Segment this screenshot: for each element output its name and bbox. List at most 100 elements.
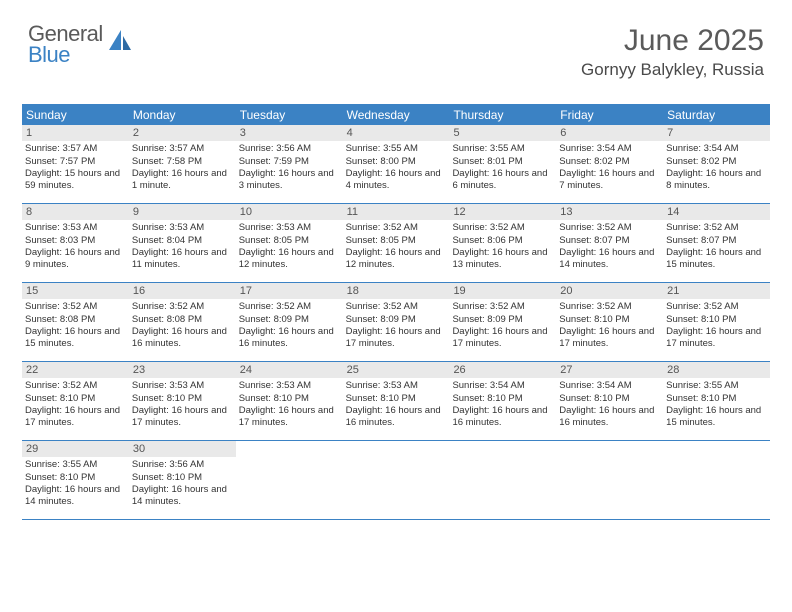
day-number: 20 bbox=[556, 283, 663, 299]
day-cell: 18 Sunrise: 3:52 AMSunset: 8:09 PMDayligh… bbox=[343, 283, 450, 361]
sunset-line: Sunset: 8:09 PM bbox=[343, 314, 450, 326]
sunrise-line: Sunrise: 3:52 AM bbox=[556, 301, 663, 313]
day-number: 18 bbox=[343, 283, 450, 299]
daylight-line: Daylight: 16 hours and 14 minutes. bbox=[556, 247, 663, 272]
day-cell: 30Sunrise: 3:56 AMSunset: 8:10 PMDayligh… bbox=[129, 441, 236, 519]
sunrise-line: Sunrise: 3:53 AM bbox=[236, 380, 343, 392]
sunset-line: Sunset: 8:05 PM bbox=[343, 235, 450, 247]
day-number: 15 bbox=[22, 283, 129, 299]
day-number: 29 bbox=[22, 441, 129, 457]
dayheader-row: SundayMondayTuesdayWednesdayThursdayFrid… bbox=[22, 105, 770, 125]
daylight-line: Daylight: 16 hours and 12 minutes. bbox=[343, 247, 450, 272]
daylight-line: Daylight: 16 hours and 15 minutes. bbox=[663, 247, 770, 272]
day-cell: 13Sunrise: 3:52 AMSunset: 8:07 PMDayligh… bbox=[556, 204, 663, 282]
day-cell: 27Sunrise: 3:54 AMSunset: 8:10 PMDayligh… bbox=[556, 362, 663, 440]
sunrise-line: Sunrise: 3:55 AM bbox=[343, 143, 450, 155]
day-number: 16 bbox=[129, 283, 236, 299]
header-right: June 2025 Gornyy Balykley, Russia bbox=[581, 24, 764, 80]
logo: General Blue bbox=[28, 24, 135, 66]
sunrise-line: Sunrise: 3:54 AM bbox=[556, 380, 663, 392]
day-cell: 19Sunrise: 3:52 AMSunset: 8:09 PMDayligh… bbox=[449, 283, 556, 361]
day-number: 4 bbox=[343, 125, 450, 141]
sunrise-line: Sunrise: 3:55 AM bbox=[449, 143, 556, 155]
sunset-line: Sunset: 7:58 PM bbox=[129, 156, 236, 168]
dayheader-cell: Thursday bbox=[449, 105, 556, 125]
day-cell: 14Sunrise: 3:52 AMSunset: 8:07 PMDayligh… bbox=[663, 204, 770, 282]
sunset-line: Sunset: 8:02 PM bbox=[556, 156, 663, 168]
day-cell: 1Sunrise: 3:57 AMSunset: 7:57 PMDaylight… bbox=[22, 125, 129, 203]
day-cell: 25Sunrise: 3:53 AMSunset: 8:10 PMDayligh… bbox=[343, 362, 450, 440]
daylight-line: Daylight: 16 hours and 11 minutes. bbox=[129, 247, 236, 272]
sunset-line: Sunset: 8:04 PM bbox=[129, 235, 236, 247]
calendar-grid: SundayMondayTuesdayWednesdayThursdayFrid… bbox=[22, 104, 770, 520]
day-cell: 24 Sunrise: 3:53 AMSunset: 8:10 PMDayligh… bbox=[236, 362, 343, 440]
dayheader-cell: Monday bbox=[129, 105, 236, 125]
day-cell: 29Sunrise: 3:55 AMSunset: 8:10 PMDayligh… bbox=[22, 441, 129, 519]
day-cell: 22Sunrise: 3:52 AMSunset: 8:10 PMDayligh… bbox=[22, 362, 129, 440]
dayheader-cell: Tuesday bbox=[236, 105, 343, 125]
day-number: 24 bbox=[236, 362, 343, 378]
day-number: 19 bbox=[449, 283, 556, 299]
daylight-line: Daylight: 16 hours and 1 minute. bbox=[129, 168, 236, 193]
day-cell: 11Sunrise: 3:52 AMSunset: 8:05 PMDayligh… bbox=[343, 204, 450, 282]
sunrise-line: Sunrise: 3:53 AM bbox=[22, 222, 129, 234]
sunset-line: Sunset: 8:10 PM bbox=[236, 393, 343, 405]
day-cell: 8Sunrise: 3:53 AMSunset: 8:03 PMDaylight… bbox=[22, 204, 129, 282]
sunset-line: Sunset: 8:10 PM bbox=[22, 472, 129, 484]
day-cell: 3Sunrise: 3:56 AMSunset: 7:59 PMDaylight… bbox=[236, 125, 343, 203]
sunrise-line: Sunrise: 3:57 AM bbox=[22, 143, 129, 155]
daylight-line: Daylight: 16 hours and 17 minutes. bbox=[343, 326, 450, 351]
day-cell: 10Sunrise: 3:53 AMSunset: 8:05 PMDayligh… bbox=[236, 204, 343, 282]
day-number: 12 bbox=[449, 204, 556, 220]
day-number: 3 bbox=[236, 125, 343, 141]
sunset-line: Sunset: 8:09 PM bbox=[236, 314, 343, 326]
daylight-line: Daylight: 15 hours and 59 minutes. bbox=[22, 168, 129, 193]
sunset-line: Sunset: 8:09 PM bbox=[449, 314, 556, 326]
sunrise-line: Sunrise: 3:52 AM bbox=[129, 301, 236, 313]
week-row: 8Sunrise: 3:53 AMSunset: 8:03 PMDaylight… bbox=[22, 204, 770, 283]
daylight-line: Daylight: 16 hours and 9 minutes. bbox=[22, 247, 129, 272]
day-cell: 16Sunrise: 3:52 AMSunset: 8:08 PMDayligh… bbox=[129, 283, 236, 361]
sunrise-line: Sunrise: 3:55 AM bbox=[663, 380, 770, 392]
day-cell: 2Sunrise: 3:57 AMSunset: 7:58 PMDaylight… bbox=[129, 125, 236, 203]
sunset-line: Sunset: 8:03 PM bbox=[22, 235, 129, 247]
sunset-line: Sunset: 8:10 PM bbox=[556, 393, 663, 405]
sunrise-line: Sunrise: 3:57 AM bbox=[129, 143, 236, 155]
daylight-line: Daylight: 16 hours and 8 minutes. bbox=[663, 168, 770, 193]
sunrise-line: Sunrise: 3:52 AM bbox=[343, 222, 450, 234]
dayheader-cell: Friday bbox=[556, 105, 663, 125]
daylight-line: Daylight: 16 hours and 16 minutes. bbox=[449, 405, 556, 430]
sunrise-line: Sunrise: 3:52 AM bbox=[663, 222, 770, 234]
week-row: 22Sunrise: 3:52 AMSunset: 8:10 PMDayligh… bbox=[22, 362, 770, 441]
day-number: 10 bbox=[236, 204, 343, 220]
sunrise-line: Sunrise: 3:52 AM bbox=[236, 301, 343, 313]
sunrise-line: Sunrise: 3:53 AM bbox=[129, 380, 236, 392]
week-row: 29Sunrise: 3:55 AMSunset: 8:10 PMDayligh… bbox=[22, 441, 770, 520]
sunrise-line: Sunrise: 3:54 AM bbox=[663, 143, 770, 155]
sunset-line: Sunset: 8:06 PM bbox=[449, 235, 556, 247]
day-cell: 15Sunrise: 3:52 AMSunset: 8:08 PMDayligh… bbox=[22, 283, 129, 361]
day-number: 6 bbox=[556, 125, 663, 141]
daylight-line: Daylight: 16 hours and 13 minutes. bbox=[449, 247, 556, 272]
day-cell: 6Sunrise: 3:54 AMSunset: 8:02 PMDaylight… bbox=[556, 125, 663, 203]
sunrise-line: Sunrise: 3:52 AM bbox=[449, 301, 556, 313]
sunset-line: Sunset: 8:10 PM bbox=[663, 314, 770, 326]
daylight-line: Daylight: 16 hours and 17 minutes. bbox=[236, 405, 343, 430]
sunset-line: Sunset: 8:01 PM bbox=[449, 156, 556, 168]
daylight-line: Daylight: 16 hours and 15 minutes. bbox=[663, 405, 770, 430]
day-number: 7 bbox=[663, 125, 770, 141]
sunrise-line: Sunrise: 3:52 AM bbox=[22, 301, 129, 313]
sunset-line: Sunset: 8:10 PM bbox=[22, 393, 129, 405]
sunrise-line: Sunrise: 3:52 AM bbox=[343, 301, 450, 313]
location: Gornyy Balykley, Russia bbox=[581, 60, 764, 80]
month-title: June 2025 bbox=[581, 24, 764, 58]
dayheader-cell: Saturday bbox=[663, 105, 770, 125]
daylight-line: Daylight: 16 hours and 6 minutes. bbox=[449, 168, 556, 193]
day-cell: 23Sunrise: 3:53 AMSunset: 8:10 PMDayligh… bbox=[129, 362, 236, 440]
sunset-line: Sunset: 8:10 PM bbox=[129, 393, 236, 405]
day-number: 25 bbox=[343, 362, 450, 378]
day-number: 27 bbox=[556, 362, 663, 378]
day-cell: 4Sunrise: 3:55 AMSunset: 8:00 PMDaylight… bbox=[343, 125, 450, 203]
day-number: 21 bbox=[663, 283, 770, 299]
daylight-line: Daylight: 16 hours and 16 minutes. bbox=[343, 405, 450, 430]
